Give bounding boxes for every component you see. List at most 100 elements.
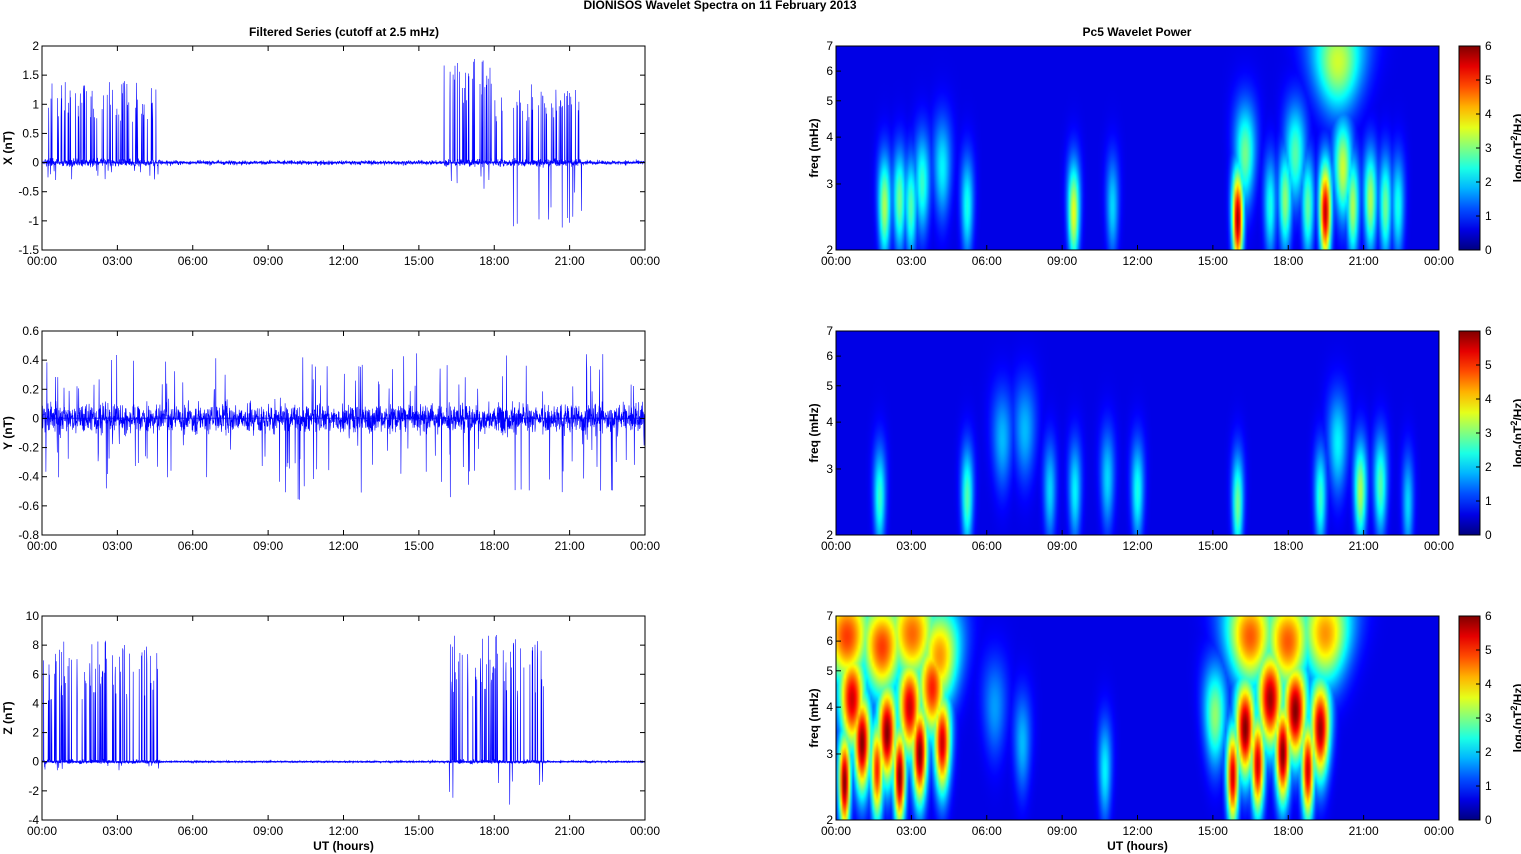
x-tick-label: 09:00 — [1047, 539, 1077, 553]
y-tick-label: 0 — [32, 755, 39, 769]
colorbar-tick-label: 6 — [1485, 324, 1492, 338]
colorbar-tick-label: 3 — [1485, 711, 1492, 725]
spectrogram-panel-3: 2 3 4 5 6 7 00:00 03:00 06:00 09:00 12:00 15:00 18:0… — [807, 609, 1521, 853]
y-tick-label: -0.5 — [18, 185, 39, 199]
x-tick-label: 00:00 — [1424, 539, 1454, 553]
x-tick-label: 12:00 — [1122, 824, 1152, 838]
x-tick-label: 21:00 — [555, 539, 585, 553]
x-axis-label: UT (hours) — [313, 839, 374, 853]
colorbar-tick-label: 1 — [1485, 779, 1492, 793]
y-axis-label: freq (mHz) — [807, 403, 821, 462]
plot-area — [42, 331, 645, 535]
x-tick-label: 15:00 — [404, 539, 434, 553]
right-column-title: Pc5 Wavelet Power — [1083, 25, 1192, 39]
y-tick-label: 5 — [826, 379, 833, 393]
x-tick-label: 21:00 — [1349, 254, 1379, 268]
colorbar-tick-label: 5 — [1485, 643, 1492, 657]
y-tick-label: 4 — [826, 700, 833, 714]
colorbar-tick-label: 0 — [1485, 243, 1492, 257]
colorbar-tick-label: 1 — [1485, 494, 1492, 508]
y-tick-label: 4 — [826, 415, 833, 429]
x-axis-label: UT (hours) — [1107, 839, 1168, 853]
spectrogram-panel-2: 2 3 4 5 6 7 00:00 03:00 06:00 09:00 12:00 15:00 18:0… — [807, 324, 1521, 553]
y-tick-label: 10 — [26, 609, 40, 623]
x-tick-label: 06:00 — [178, 539, 208, 553]
wavelet-power-image — [836, 331, 1439, 535]
y-tick-label: -0.2 — [18, 441, 39, 455]
x-tick-label: 18:00 — [479, 824, 509, 838]
colorbar-tick-label: 0 — [1485, 813, 1492, 827]
colorbar-label: log2(nT2/Hz) — [1509, 684, 1521, 753]
y-tick-label: 6 — [826, 634, 833, 648]
x-tick-label: 00:00 — [821, 824, 851, 838]
y-axis-label: Y (nT) — [1, 416, 15, 450]
y-tick-label: 4 — [826, 130, 833, 144]
timeseries-panel-2: 0.60.40.20-0.2-0.4-0.6-0.800:00 03:00 06:0… — [1, 324, 660, 553]
x-tick-label: 06:00 — [178, 824, 208, 838]
y-tick-label: 3 — [826, 462, 833, 476]
y-axis-label: X (nT) — [1, 131, 15, 165]
wavelet-power-image — [836, 616, 1439, 820]
x-tick-label: 00:00 — [27, 824, 57, 838]
y-tick-label: 7 — [826, 609, 833, 623]
y-tick-label: 6 — [826, 64, 833, 78]
x-tick-label: 06:00 — [972, 254, 1002, 268]
x-tick-label: 18:00 — [1273, 254, 1303, 268]
x-tick-label: 06:00 — [178, 254, 208, 268]
x-tick-label: 00:00 — [27, 539, 57, 553]
x-tick-label: 18:00 — [1273, 824, 1303, 838]
x-tick-label: 03:00 — [102, 539, 132, 553]
y-tick-label: -0.6 — [18, 499, 39, 513]
colorbar-tick-label: 0 — [1485, 528, 1492, 542]
x-tick-label: 03:00 — [102, 824, 132, 838]
y-tick-label: 7 — [826, 324, 833, 338]
y-axis-label: Z (nT) — [1, 701, 15, 734]
y-tick-label: 0 — [32, 411, 39, 425]
y-tick-label: 1 — [32, 97, 39, 111]
y-axis-label: freq (mHz) — [807, 118, 821, 177]
x-tick-label: 00:00 — [1424, 254, 1454, 268]
x-tick-label: 12:00 — [328, 539, 358, 553]
y-tick-label: 6 — [826, 349, 833, 363]
spectrogram-panel-1: 2 3 4 5 6 7 00:00 03:00 06:00 09:00 12:00 15:00 18:0… — [807, 39, 1521, 268]
x-tick-label: 12:00 — [328, 254, 358, 268]
x-tick-label: 09:00 — [253, 824, 283, 838]
x-tick-label: 12:00 — [1122, 254, 1152, 268]
x-tick-label: 09:00 — [253, 254, 283, 268]
plot-area — [42, 616, 645, 820]
x-tick-label: 09:00 — [1047, 254, 1077, 268]
x-tick-label: 21:00 — [1349, 539, 1379, 553]
x-tick-label: 06:00 — [972, 539, 1002, 553]
x-tick-label: 03:00 — [102, 254, 132, 268]
y-tick-label: 5 — [826, 94, 833, 108]
y-tick-label: 0 — [32, 156, 39, 170]
y-tick-label: 3 — [826, 177, 833, 191]
y-tick-label: 7 — [826, 39, 833, 53]
y-tick-label: 2 — [826, 813, 833, 827]
y-tick-label: -2 — [28, 784, 39, 798]
y-tick-label: -1 — [28, 214, 39, 228]
colorbar-tick-label: 4 — [1485, 107, 1492, 121]
x-tick-label: 12:00 — [328, 824, 358, 838]
colorbar-tick-label: 5 — [1485, 73, 1492, 87]
x-tick-label: 03:00 — [896, 254, 926, 268]
panels: 21.510.50-0.5-1-1.500:00 03:00 06:00 09:00 1… — [1, 39, 1521, 853]
y-tick-label: 5 — [826, 664, 833, 678]
x-tick-label: 06:00 — [972, 824, 1002, 838]
colorbar-tick-label: 2 — [1485, 745, 1492, 759]
y-tick-label: 0.2 — [22, 382, 39, 396]
x-tick-label: 09:00 — [1047, 824, 1077, 838]
colorbar-tick-label: 1 — [1485, 209, 1492, 223]
y-tick-label: 2 — [32, 39, 39, 53]
figure-title: DIONISOS Wavelet Spectra on 11 February … — [584, 0, 857, 12]
y-tick-label: 0.6 — [22, 324, 39, 338]
y-axis-label: freq (mHz) — [807, 688, 821, 747]
colorbar-tick-label: 5 — [1485, 358, 1492, 372]
y-tick-label: 8 — [32, 638, 39, 652]
x-tick-label: 15:00 — [404, 254, 434, 268]
x-tick-label: 00:00 — [821, 254, 851, 268]
x-tick-label: 00:00 — [630, 254, 660, 268]
x-tick-label: 15:00 — [1198, 824, 1228, 838]
x-tick-label: 03:00 — [896, 824, 926, 838]
